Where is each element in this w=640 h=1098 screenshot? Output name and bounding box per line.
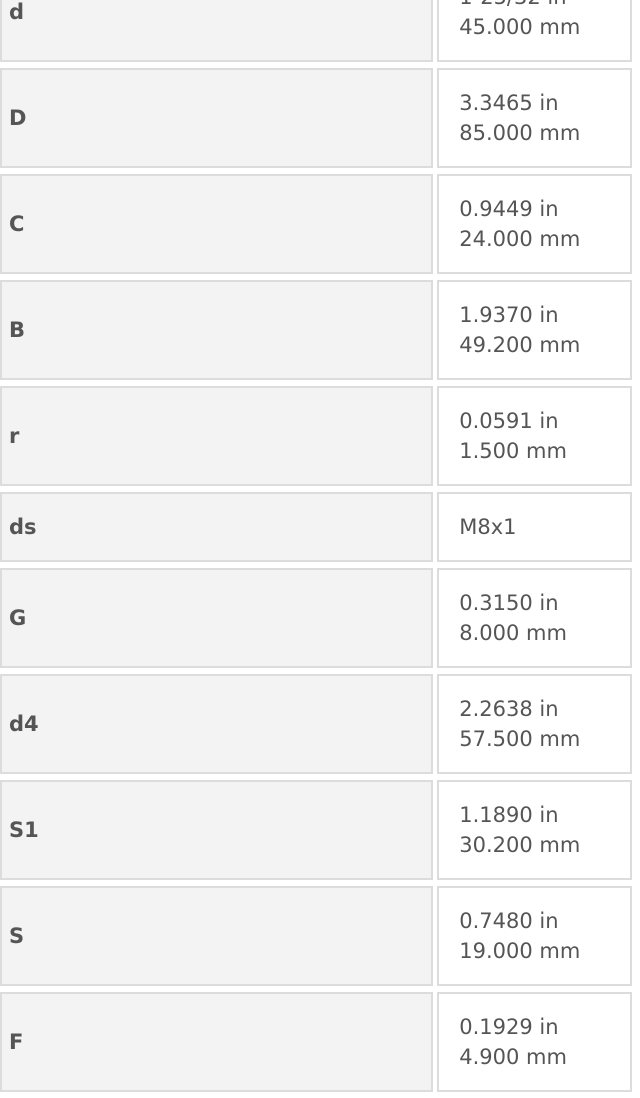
table-row: G 0.3150 in 8.000 mm [0, 568, 632, 668]
dimension-label: S [0, 886, 434, 986]
table-row: d 1-25/32 in 45.000 mm [0, 0, 632, 62]
table-row: d4 2.2638 in 57.500 mm [0, 674, 632, 774]
value-line: 57.500 mm [459, 727, 581, 751]
dimension-label: S1 [0, 780, 434, 880]
value-line: 1.500 mm [459, 439, 567, 463]
value-line: 1-25/32 in [459, 0, 630, 12]
value-line: 85.000 mm [459, 121, 581, 145]
table-row: B 1.9370 in 49.200 mm [0, 280, 632, 380]
dimension-label: C [0, 174, 434, 274]
value-line: 1.9370 in [459, 303, 559, 327]
dimension-label: F [0, 992, 434, 1092]
dimension-value: 2.2638 in 57.500 mm [437, 674, 632, 774]
table-row: C 0.9449 in 24.000 mm [0, 174, 632, 274]
table-row: ds M8x1 [0, 492, 632, 562]
value-line: 0.3150 in [459, 591, 559, 615]
dimension-label: d4 [0, 674, 434, 774]
value-line: 4.900 mm [459, 1045, 567, 1069]
value-line: 8.000 mm [459, 621, 567, 645]
value-line: 1.1890 in [459, 803, 559, 827]
value-line: M8x1 [459, 515, 517, 539]
value-line: 0.7480 in [459, 909, 559, 933]
value-line: 24.000 mm [459, 227, 581, 251]
dimension-label: r [0, 386, 434, 486]
dimension-value: 0.1929 in 4.900 mm [437, 992, 632, 1092]
value-line: 49.200 mm [459, 333, 581, 357]
value-line: 0.1929 in [459, 1015, 559, 1039]
table-row: D 3.3465 in 85.000 mm [0, 68, 632, 168]
dimension-label: B [0, 280, 434, 380]
table-row: S1 1.1890 in 30.200 mm [0, 780, 632, 880]
value-line: 19.000 mm [459, 939, 581, 963]
value-line: 3.3465 in [459, 91, 559, 115]
value-line: 45.000 mm [459, 15, 581, 39]
dimension-value: 3.3465 in 85.000 mm [437, 68, 632, 168]
value-line: 0.9449 in [459, 197, 559, 221]
dimension-value: 1.1890 in 30.200 mm [437, 780, 632, 880]
dimension-label: G [0, 568, 434, 668]
dimension-label: D [0, 68, 434, 168]
value-line: 0.0591 in [459, 409, 559, 433]
value-line: 30.200 mm [459, 833, 581, 857]
table-row: S 0.7480 in 19.000 mm [0, 886, 632, 986]
value-line: 2.2638 in [459, 697, 559, 721]
dimension-value: 0.7480 in 19.000 mm [437, 886, 632, 986]
dimension-value: 1.9370 in 49.200 mm [437, 280, 632, 380]
dimension-value: 0.9449 in 24.000 mm [437, 174, 632, 274]
table-row: F 0.1929 in 4.900 mm [0, 992, 632, 1092]
dimension-value: M8x1 [437, 492, 632, 562]
dimension-label: d [0, 0, 434, 62]
dimension-value: 0.0591 in 1.500 mm [437, 386, 632, 486]
dimension-value: 0.3150 in 8.000 mm [437, 568, 632, 668]
table-row: r 0.0591 in 1.500 mm [0, 386, 632, 486]
dimension-label: ds [0, 492, 434, 562]
dimension-value: 1-25/32 in 45.000 mm [437, 0, 632, 62]
